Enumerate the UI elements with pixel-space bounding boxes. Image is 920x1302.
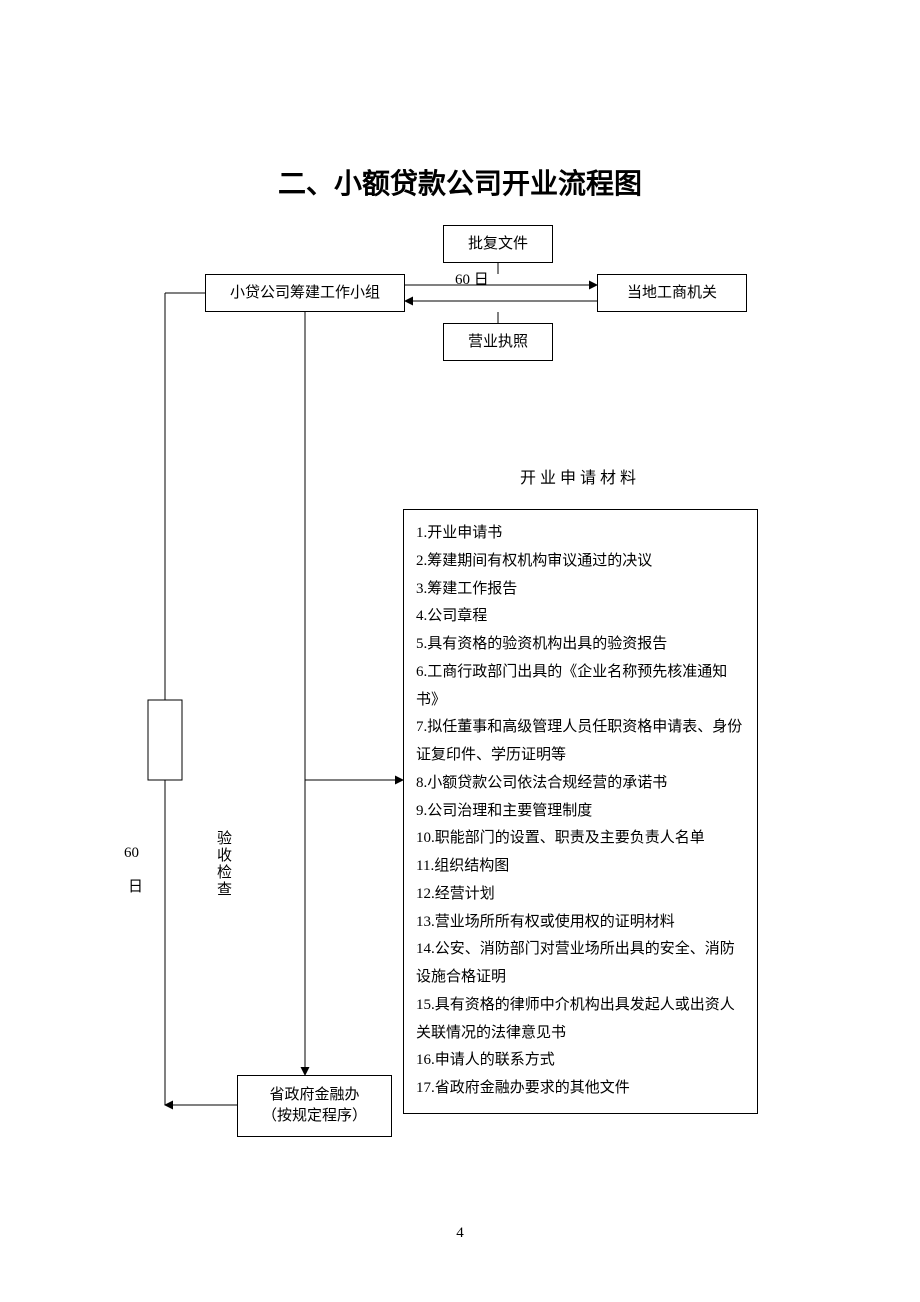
materials-box: 1.开业申请书2.筹建期间有权机构审议通过的决议3.筹建工作报告4.公司章程5.…	[403, 509, 758, 1114]
materials-item: 17.省政府金融办要求的其他文件	[416, 1075, 745, 1103]
gov-office-line2: （按规定程序）	[262, 1106, 367, 1127]
materials-item: 10.职能部门的设置、职责及主要负责人名单	[416, 825, 745, 853]
page-title: 二、小额贷款公司开业流程图	[0, 162, 920, 202]
materials-item: 2.筹建期间有权机构审议通过的决议	[416, 548, 745, 576]
page-number: 4	[0, 1225, 920, 1242]
node-license: 营业执照	[443, 323, 553, 361]
materials-item: 15.具有资格的律师中介机构出具发起人或出资人关联情况的法律意见书	[416, 992, 745, 1048]
gov-office-line1: 省政府金融办	[262, 1085, 367, 1106]
materials-item: 16.申请人的联系方式	[416, 1047, 745, 1075]
materials-title: 开业申请材料	[520, 464, 640, 488]
materials-item: 3.筹建工作报告	[416, 576, 745, 604]
page: 二、小额贷款公司开业流程图 批复文件 小贷公司筹建工作小组 当地工商机关 营业执…	[0, 0, 920, 1302]
vlabel-reply-opinion: 批复意见	[153, 700, 174, 768]
label-60days-top: 60 日	[455, 268, 489, 289]
materials-item: 6.工商行政部门出具的《企业名称预先核准通知书》	[416, 659, 745, 715]
materials-item: 11.组织结构图	[416, 853, 745, 881]
materials-item: 12.经营计划	[416, 881, 745, 909]
materials-item: 8.小额贷款公司依法合规经营的承诺书	[416, 770, 745, 798]
label-60-left-a: 60	[124, 845, 139, 862]
node-approval-doc: 批复文件	[443, 225, 553, 263]
materials-item: 13.营业场所所有权或使用权的证明材料	[416, 909, 745, 937]
vlabel-inspection: 验收检查	[213, 830, 234, 898]
node-gov-office: 省政府金融办 （按规定程序）	[237, 1075, 392, 1137]
node-workgroup: 小贷公司筹建工作小组	[205, 274, 405, 312]
materials-item: 7.拟任董事和高级管理人员任职资格申请表、身份证复印件、学历证明等	[416, 714, 745, 770]
label-60-left-b: 日	[128, 875, 143, 896]
materials-item: 4.公司章程	[416, 603, 745, 631]
materials-item: 14.公安、消防部门对营业场所出具的安全、消防设施合格证明	[416, 936, 745, 992]
materials-item: 1.开业申请书	[416, 520, 745, 548]
materials-item: 5.具有资格的验资机构出具的验资报告	[416, 631, 745, 659]
materials-item: 9.公司治理和主要管理制度	[416, 798, 745, 826]
node-aic: 当地工商机关	[597, 274, 747, 312]
